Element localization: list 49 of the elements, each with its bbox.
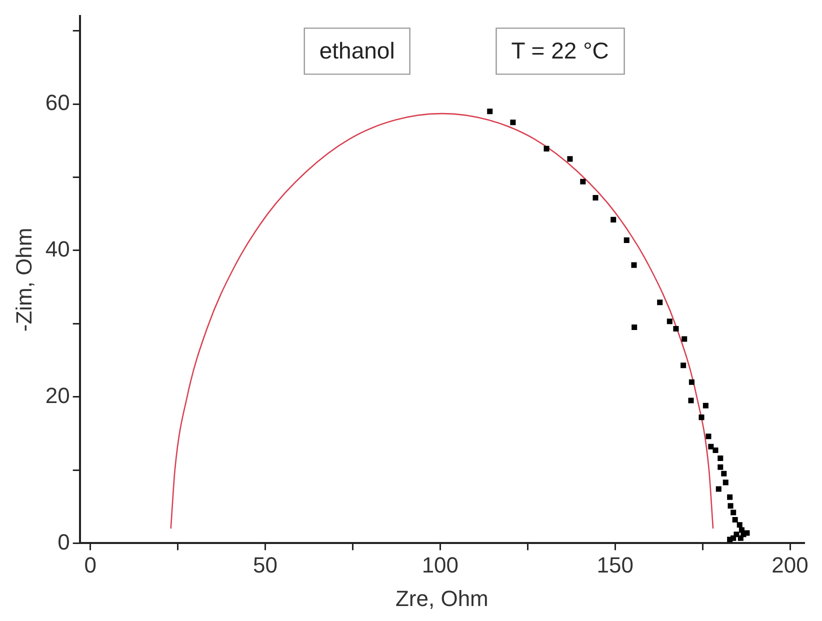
point — [610, 216, 616, 222]
point — [727, 536, 733, 542]
point — [673, 326, 679, 332]
point — [738, 535, 744, 541]
point — [680, 362, 686, 368]
x-tick-label: 100 — [422, 552, 459, 578]
point — [706, 434, 712, 440]
point — [688, 398, 694, 404]
point — [698, 414, 704, 420]
point — [580, 178, 586, 184]
point — [732, 517, 738, 523]
x-axis-title: Zre, Ohm — [395, 586, 488, 611]
point — [744, 530, 750, 536]
point — [544, 146, 550, 152]
point — [736, 522, 742, 528]
x-tick-label: 150 — [596, 552, 634, 578]
point — [657, 300, 663, 306]
point — [632, 324, 638, 330]
point — [682, 336, 688, 342]
point — [728, 503, 734, 509]
y-tick-label: 0 — [58, 529, 70, 554]
point — [688, 379, 694, 385]
point — [666, 318, 672, 324]
point — [712, 447, 718, 454]
x-tick-label: 50 — [253, 552, 278, 578]
annotation: T = 22 °C — [511, 38, 609, 64]
point — [624, 237, 630, 243]
point — [716, 486, 722, 492]
y-tick-label: 20 — [45, 382, 70, 408]
point — [718, 456, 724, 462]
point — [721, 470, 727, 476]
y-tick-label: 40 — [45, 236, 70, 262]
x-tick-label: 200 — [772, 552, 808, 578]
point — [722, 480, 728, 486]
y-axis-title: -Zim, Ohm — [11, 228, 36, 332]
point — [631, 262, 637, 268]
x-tick-label: 0 — [84, 552, 96, 578]
point — [730, 510, 736, 516]
point — [702, 402, 708, 408]
point — [708, 444, 714, 450]
point — [727, 494, 733, 500]
line-series — [170, 112, 714, 530]
annotation: ethanol — [319, 38, 395, 64]
y-tick-label: 60 — [45, 90, 70, 116]
point — [592, 194, 598, 200]
point — [718, 464, 724, 470]
point — [567, 156, 573, 162]
point — [487, 108, 493, 114]
point — [510, 120, 516, 126]
